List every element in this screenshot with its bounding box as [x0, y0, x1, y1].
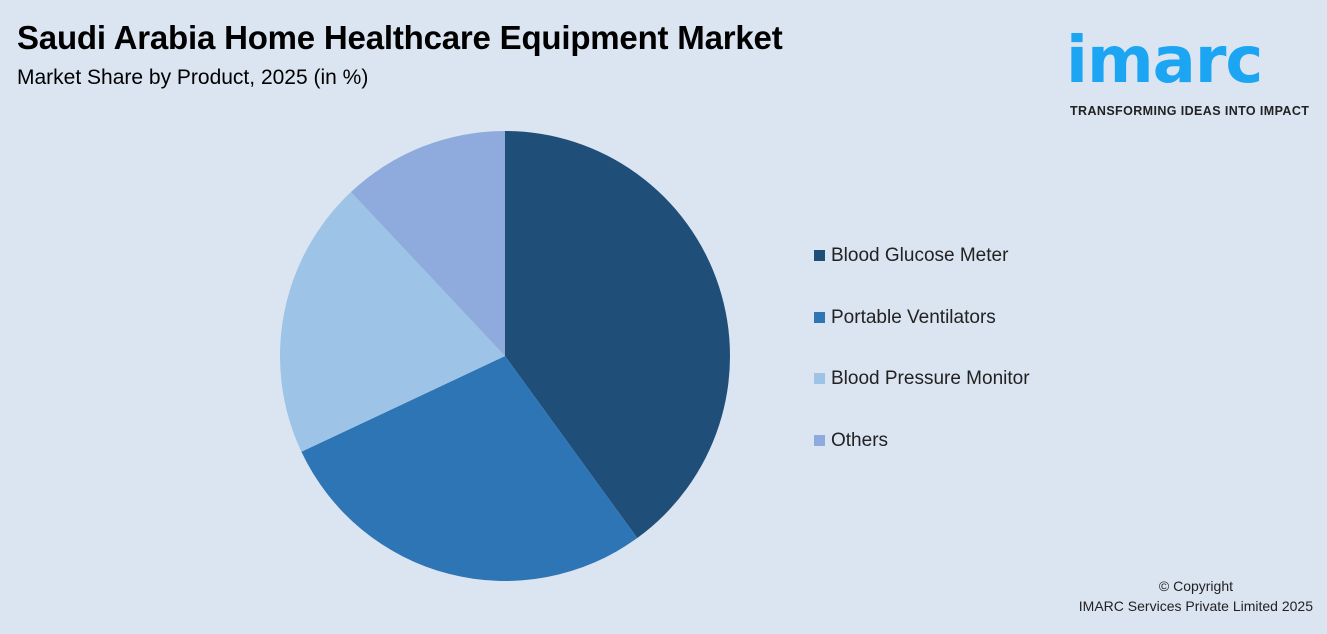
- pie-slice-blood-pressure-monitor: [279, 191, 505, 452]
- legend-swatch: [814, 435, 825, 447]
- copyright-company: IMARC Services Private Limited 2025: [1078, 598, 1313, 614]
- imarc-logo: imarc TRANSFORMING IDEAS INTO IMPACT: [1066, 10, 1322, 122]
- legend-label: Others: [831, 430, 889, 452]
- pie-slice-portable-ventilators: [301, 356, 638, 581]
- legend-item: Portable Ventilators: [814, 306, 1030, 368]
- chart-title: Saudi Arabia Home Healthcare Equipment M…: [17, 19, 783, 56]
- legend-swatch: [814, 311, 825, 323]
- legend: Blood Glucose Meter Portable Ventilators B…: [814, 244, 1030, 491]
- logo-wordmark: imarc: [1066, 24, 1263, 98]
- legend-item: Blood Pressure Monitor: [814, 367, 1030, 429]
- pie-slice-blood-glucose-meter: [505, 131, 730, 539]
- legend-item: Others: [814, 429, 1030, 491]
- pie-slice-others: [350, 131, 505, 356]
- legend-swatch: [814, 250, 825, 261]
- copyright-label: © Copyright: [1158, 578, 1233, 594]
- legend-label: Blood Glucose Meter: [831, 245, 1009, 266]
- legend-item: Blood Glucose Meter: [814, 244, 1030, 306]
- legend-label: Portable Ventilators: [831, 306, 996, 328]
- logo-tagline: TRANSFORMING IDEAS INTO IMPACT: [1070, 104, 1310, 118]
- legend-label: Blood Pressure Monitor: [831, 368, 1030, 390]
- chart-subtitle: Market Share by Product, 2025 (in %): [17, 66, 369, 89]
- legend-swatch: [814, 373, 825, 385]
